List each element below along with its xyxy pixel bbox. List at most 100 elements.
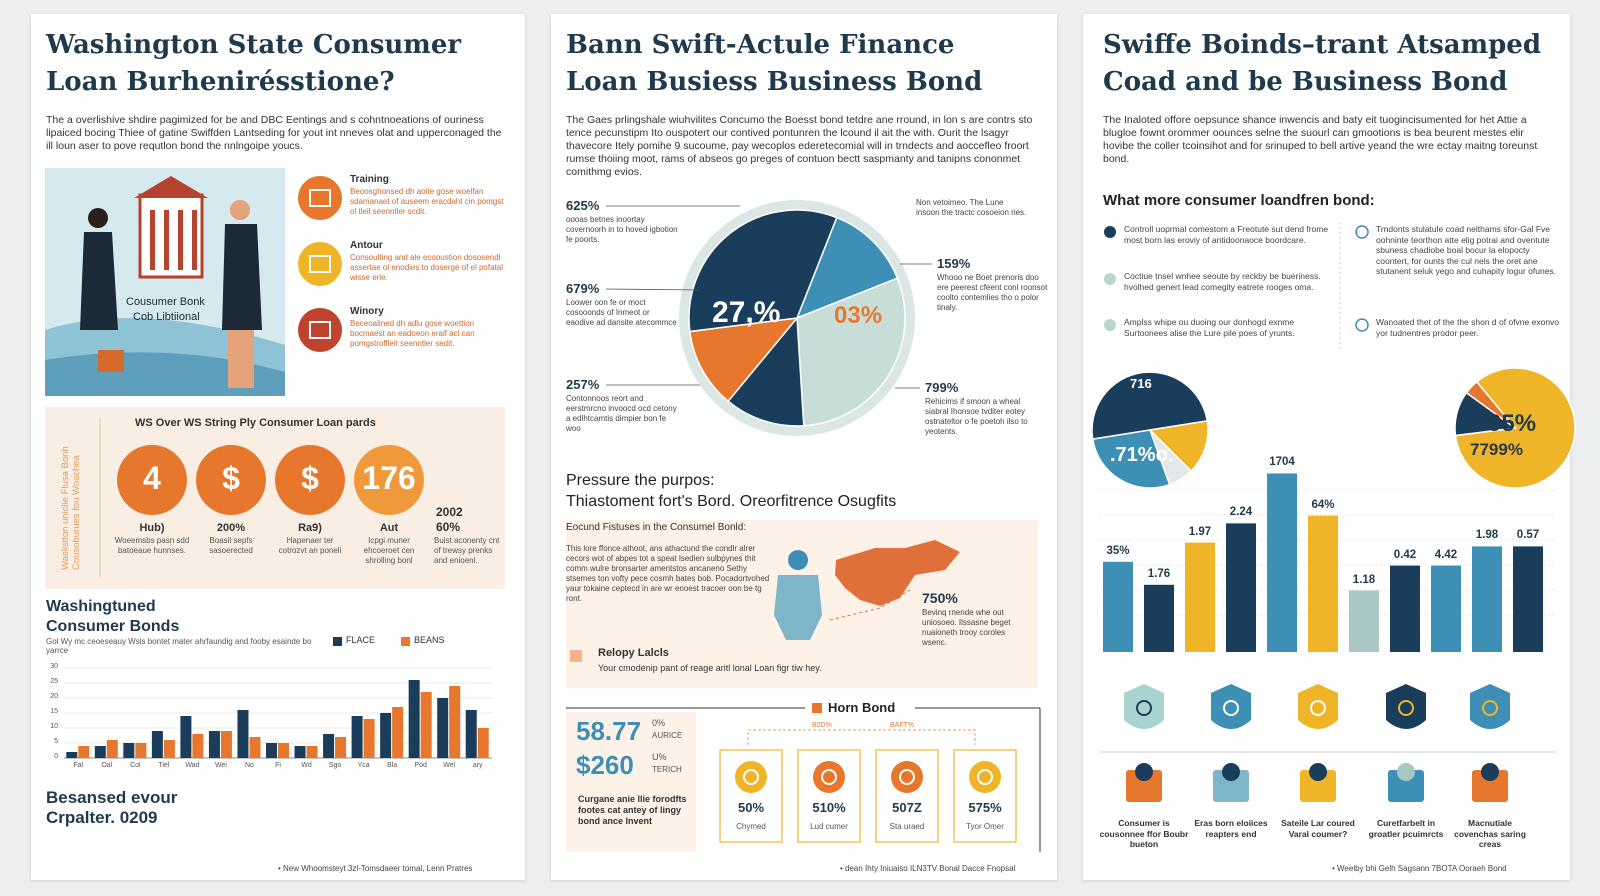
feature-icon: [298, 176, 342, 220]
title-icon: [812, 703, 822, 713]
panel-title: Washington State Consumer: [46, 30, 462, 60]
section-title: Pressure the purpos:: [566, 472, 715, 489]
icon-label: Macnutiale covenchas saring creas: [1454, 818, 1526, 849]
footnote: • Weelby bhi Gelh Sagsann 7BOTA Ooraeh B…: [1332, 864, 1507, 873]
item-label: Tyor Omer: [966, 822, 1004, 831]
callout-value: 625%: [566, 198, 600, 213]
icon-label: Consumer is cousonnee ffor Boubr bueton: [1099, 818, 1189, 849]
stat-circle: [275, 445, 345, 515]
list-item: Coctiue tnsel wnhee seoute by reckby be …: [1124, 271, 1321, 292]
bar: [392, 707, 404, 758]
pie-slice: [1091, 429, 1171, 489]
figure-head: [88, 208, 108, 228]
bar: [1431, 565, 1461, 652]
stats-bg: [566, 712, 696, 852]
item-value: 50%: [737, 800, 765, 815]
bar: [249, 737, 261, 758]
list-item: Trndonts stulatule coad nelthams sfor-Ga…: [1376, 224, 1557, 276]
bar: [335, 737, 347, 758]
bar: [1226, 523, 1256, 652]
box-text: Curgane anie llie forodfts footes cat an…: [578, 794, 687, 826]
list-marker: [1104, 226, 1116, 238]
bar-label: 35%: [1106, 544, 1130, 557]
bar: [163, 740, 175, 758]
chart-title: Consumer Bonds: [46, 618, 180, 635]
bar: [1349, 590, 1379, 652]
bar: [237, 710, 249, 758]
list-marker: [1355, 318, 1369, 332]
item-icon: [735, 761, 767, 793]
bar: [180, 716, 192, 758]
side-label: Waslistton uniclie Flusa Bonh Cousoburue…: [60, 446, 82, 570]
item-icon-glyph: [743, 769, 759, 785]
icon-body: [1472, 770, 1508, 802]
x-tick-label: Sgo: [328, 762, 342, 769]
note-icon: [570, 650, 582, 662]
pie-label: 7799%: [1470, 440, 1523, 459]
tag-label: BAFT%: [890, 722, 915, 729]
bar: [437, 698, 449, 758]
pie-slice: [688, 209, 838, 333]
feature-text: Consoulting and ale ecooustion dososendl…: [350, 253, 503, 282]
chart-subtitle: Gol Wy mc ceoeseauy Wsls bontet mater ah…: [46, 637, 312, 655]
callout-text: Contonnoos reort and eerstmrcno invoocd …: [566, 394, 677, 433]
feature-icon-glyph: [309, 189, 331, 207]
feature-icon: [298, 308, 342, 352]
panel-title: Bann Swift-Actule Finance: [566, 30, 955, 60]
legs: [228, 330, 254, 388]
footnote: • dean Ihty Iniuaiso ILN3TV Bonal Dacce …: [840, 864, 1016, 873]
x-tick-label: Fal: [73, 762, 84, 769]
callout-text: Loower oon fe or moct cosooonds of Inmeo…: [566, 298, 677, 327]
icon-body: [1213, 770, 1249, 802]
stat-circle: [196, 445, 266, 515]
feature-text: Beoosghonsed dh aoite gose woelfan sdama…: [350, 187, 504, 216]
stat-label: Hub): [139, 522, 165, 534]
stat-text: Woeemsbs pasn sdd batoeaue hunnses.: [114, 536, 190, 555]
building-roof: [134, 176, 208, 198]
pie-label: 03%: [834, 302, 883, 329]
person-head: [788, 550, 808, 570]
feature-text: Beceoalined dh adlu gose woettion bocmae…: [350, 319, 475, 348]
bar: [294, 746, 306, 758]
icon-body: [1126, 770, 1162, 802]
badge-glyph: [1398, 700, 1414, 716]
intro-text: The a overlishive shdire pagimized for b…: [46, 114, 502, 152]
feature-title: Training: [350, 174, 389, 185]
bar: [1103, 561, 1133, 652]
item-icon-glyph: [977, 769, 993, 785]
badge-glyph: [1223, 700, 1239, 716]
callout-text: Non vetoimeo. The Lune insoon the tractc…: [916, 198, 1027, 217]
list-marker: [1355, 225, 1369, 239]
pie-label: 27,%: [712, 296, 781, 329]
person-body: [774, 575, 822, 640]
item-label: Sta uraed: [889, 822, 925, 831]
bar: [1308, 515, 1338, 652]
icon-head: [1397, 763, 1415, 781]
icon-head: [1309, 763, 1327, 781]
bar: [123, 743, 135, 758]
x-tick-label: No: [244, 762, 254, 769]
trend-line: [829, 589, 911, 621]
box-heading: Eocund Fistuses in the Consumel Bonld:: [566, 522, 747, 533]
list-item: Controll uoprmal comestom a Freotute sut…: [1124, 224, 1329, 245]
list-title: What more consumer loandfren bond:: [1103, 192, 1375, 209]
bar: [1472, 546, 1502, 652]
bar: [278, 743, 289, 758]
map-shape: [835, 540, 960, 606]
column: [178, 210, 183, 270]
icon-label: Eras born eloiices reapters end: [1194, 818, 1268, 839]
stat-circle: [117, 445, 187, 515]
bar-label: 2.24: [1229, 506, 1253, 519]
icon-body: [1300, 770, 1336, 802]
illustration-label: Cousumer Bonk: [126, 296, 205, 308]
intro-text: The Inaloted offore oepsunce shance inwe…: [1103, 114, 1538, 165]
footer-title: Crpalter. 0209: [46, 808, 158, 827]
feature-icon: [298, 242, 342, 286]
footnote: • New Whoomsteyt 3zl-Tomsdaeer tomal, Le…: [278, 864, 473, 873]
y-tick-label: 25: [50, 678, 58, 685]
leader-line: [605, 288, 701, 291]
bar: [266, 743, 277, 758]
bar: [1144, 584, 1174, 652]
callout-text: oooas betnes inoortay covernoorh in to h…: [566, 215, 678, 244]
